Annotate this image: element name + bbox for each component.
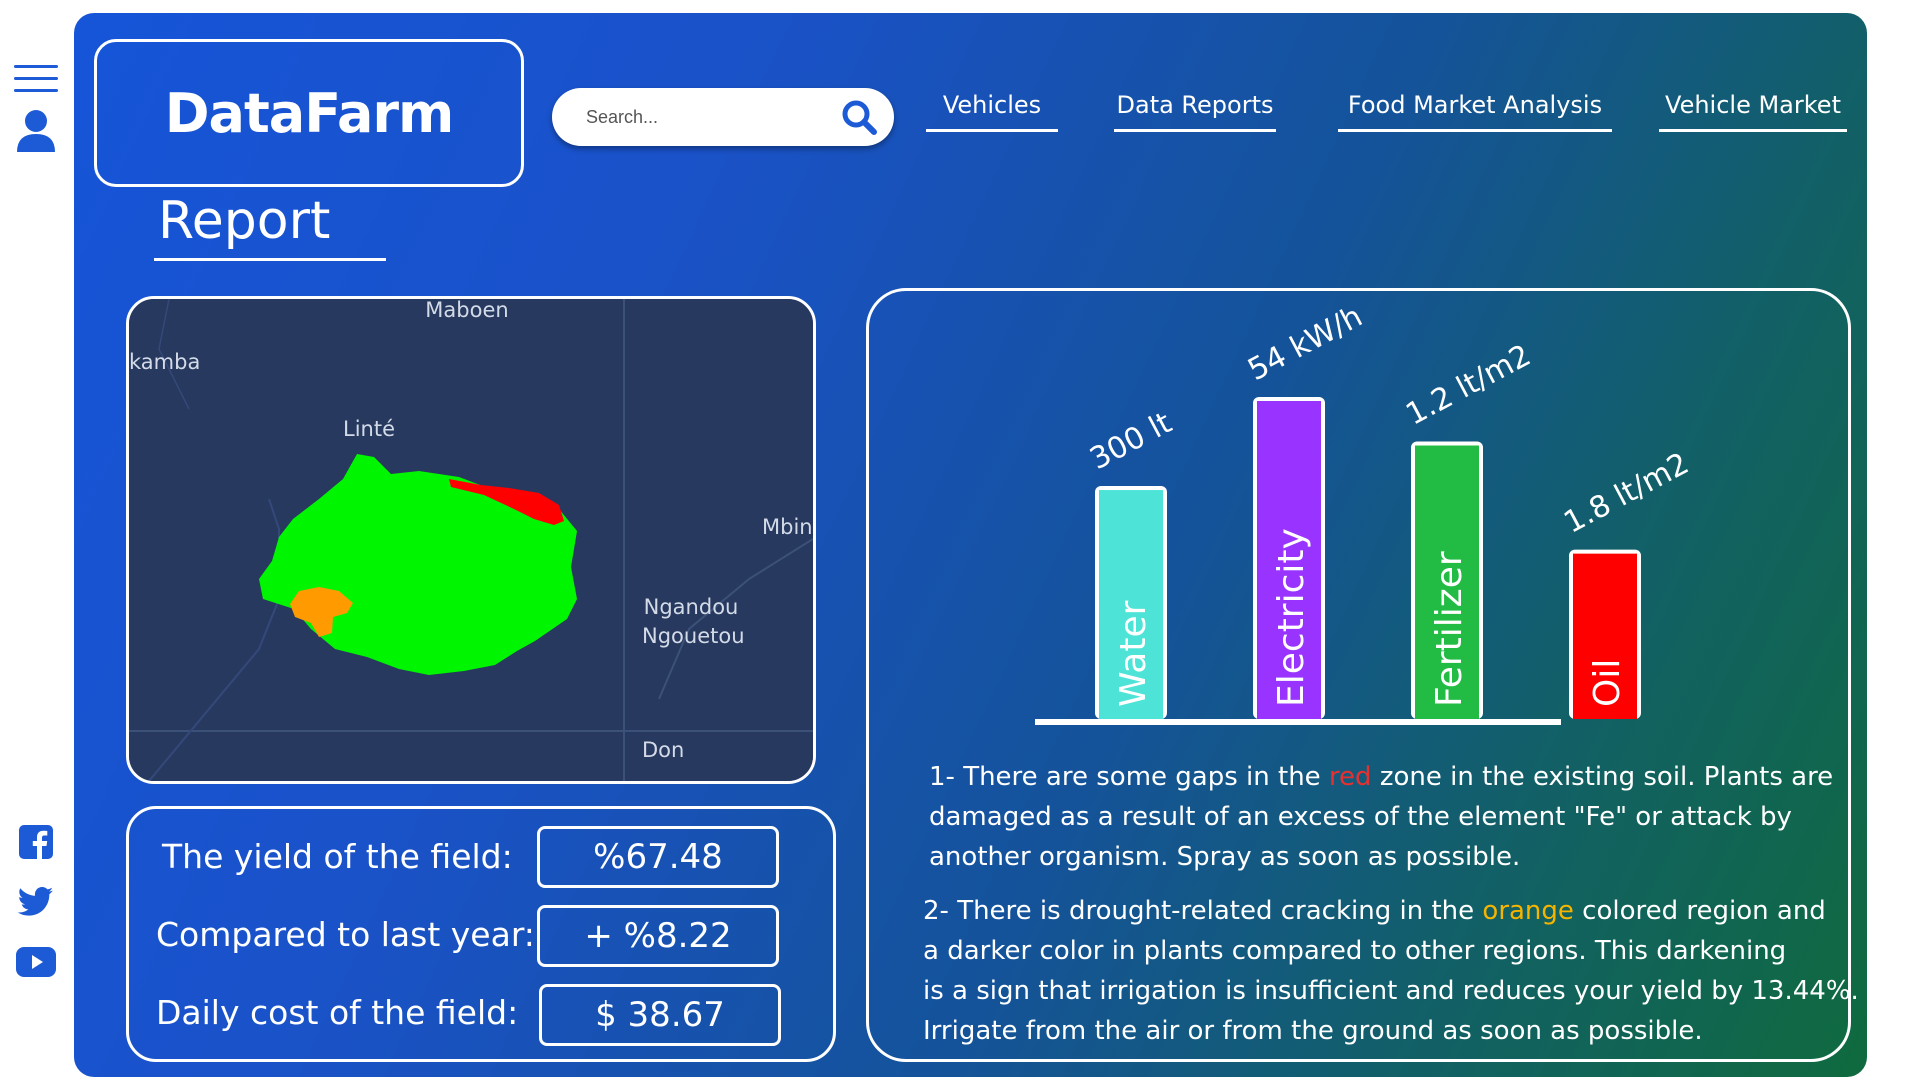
- logo[interactable]: DataFarm: [94, 39, 524, 187]
- bar-group-water[interactable]: Water 300 lt: [1084, 405, 1178, 719]
- search-bar[interactable]: [552, 88, 894, 146]
- bar-label-fertilizer: Fertilizer: [1429, 551, 1470, 707]
- bar-group-oil[interactable]: Oil 1.8 lt/m2: [1558, 446, 1695, 719]
- search-input[interactable]: [584, 96, 838, 138]
- main-panel: DataFarm Vehicles Data Reports Food Mark…: [74, 13, 1867, 1077]
- note-1-line-2: damaged as a result of an excess of the …: [929, 802, 1792, 832]
- healthy-zone[interactable]: [259, 454, 577, 675]
- compared-label: Compared to last year:: [156, 915, 535, 954]
- facebook-icon[interactable]: [14, 822, 58, 862]
- resource-bar-chart: Water 300 lt Electricity 54 kW/h Fertilizer 1…: [1035, 299, 1695, 725]
- bar-oil[interactable]: [1573, 553, 1637, 719]
- note-2-line-1: 2- There is drought-related cracking in …: [923, 896, 1826, 926]
- compared-value: + %8.22: [537, 905, 779, 967]
- user-icon[interactable]: [14, 108, 58, 154]
- note-1-line-1: 1- There are some gaps in the red zone i…: [929, 762, 1834, 792]
- daily-cost-value: $ 38.67: [539, 984, 781, 1046]
- twitter-icon[interactable]: [14, 882, 58, 922]
- nav-food-market-analysis[interactable]: Food Market Analysis: [1338, 91, 1612, 132]
- map-label-kamba: kamba: [129, 350, 200, 374]
- bar-group-fertilizer[interactable]: Fertilizer 1.2 lt/m2: [1400, 338, 1537, 719]
- note-2-line-3: is a sign that irrigation is insufficien…: [923, 976, 1859, 1006]
- bar-fertilizer[interactable]: [1415, 445, 1479, 719]
- bar-value-fertilizer: 1.2 lt/m2: [1400, 338, 1536, 433]
- bar-electricity[interactable]: [1257, 401, 1321, 719]
- bar-group-electricity[interactable]: Electricity 54 kW/h: [1242, 299, 1368, 719]
- map-label-ngouetou: Ngouetou: [642, 624, 745, 648]
- hamburger-menu-icon[interactable]: [14, 62, 58, 94]
- note-2-line-4: Irrigate from the air or from the ground…: [923, 1016, 1703, 1046]
- bar-label-oil: Oil: [1587, 659, 1628, 707]
- nav-vehicle-market[interactable]: Vehicle Market: [1659, 91, 1847, 132]
- bar-label-electricity: Electricity: [1271, 528, 1312, 707]
- note-1-line-3: another organism. Spray as soon as possi…: [929, 842, 1521, 872]
- map-canvas: Maboen kamba Linté Mbin Ngandou Ngouetou…: [129, 299, 813, 781]
- orange-keyword: orange: [1482, 896, 1574, 926]
- map-label-maboen: Maboen: [425, 299, 508, 322]
- red-keyword: red: [1328, 762, 1372, 792]
- bar-water[interactable]: [1099, 490, 1163, 719]
- youtube-icon[interactable]: [14, 942, 58, 982]
- orange-drought-zone[interactable]: [290, 587, 353, 637]
- red-gap-zone[interactable]: [449, 479, 564, 525]
- logo-text: DataFarm: [164, 81, 455, 145]
- bar-value-oil: 1.8 lt/m2: [1558, 446, 1694, 541]
- map-label-don: Don: [642, 738, 684, 762]
- search-icon[interactable]: [840, 98, 878, 136]
- yield-value: %67.48: [537, 826, 779, 888]
- field-map[interactable]: Maboen kamba Linté Mbin Ngandou Ngouetou…: [126, 296, 816, 784]
- bar-value-electricity: 54 kW/h: [1242, 299, 1368, 388]
- bar-label-water: Water: [1113, 600, 1154, 707]
- page-title: Report: [154, 191, 386, 261]
- stats-panel: The yield of the field: %67.48 Compared …: [126, 806, 836, 1062]
- daily-cost-label: Daily cost of the field:: [156, 993, 519, 1032]
- nav-vehicles[interactable]: Vehicles: [926, 91, 1058, 132]
- resource-chart-panel: Water 300 lt Electricity 54 kW/h Fertilizer 1…: [866, 288, 1859, 1062]
- map-label-linte: Linté: [343, 417, 395, 441]
- yield-label: The yield of the field:: [162, 837, 513, 876]
- bar-value-water: 300 lt: [1084, 405, 1177, 477]
- map-label-ngandou: Ngandou: [644, 595, 739, 619]
- nav-data-reports[interactable]: Data Reports: [1114, 91, 1276, 132]
- note-2-line-2: a darker color in plants compared to oth…: [923, 936, 1787, 966]
- map-label-mbin: Mbin: [762, 515, 813, 539]
